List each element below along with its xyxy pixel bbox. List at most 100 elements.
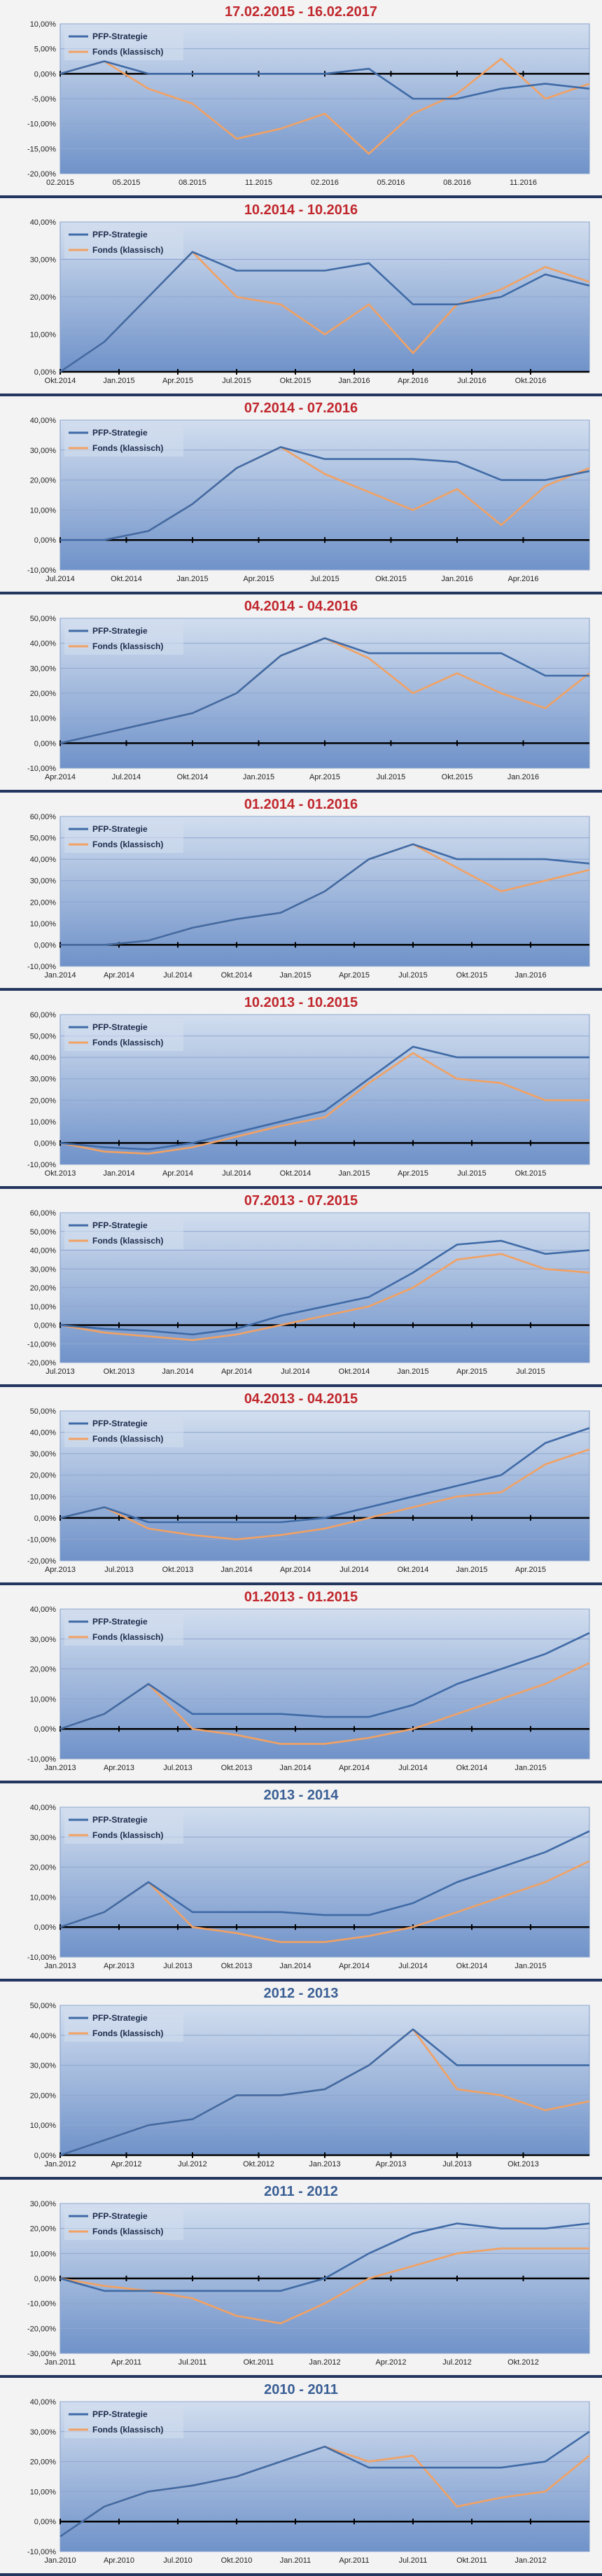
y-tick-label: 30,00% <box>30 1075 57 1084</box>
x-tick-label: Okt.2014 <box>45 377 76 385</box>
x-tick-label: Jul.2014 <box>281 1367 310 1376</box>
x-tick-label: Jul.2014 <box>163 971 192 980</box>
line-chart: 60,00% 50,00% 40,00% 30,00% 20,00% 10,00% 0,00… <box>27 813 590 980</box>
series-line-fonds <box>59 1052 589 1155</box>
x-tick-label: Jan.2012 <box>309 2358 340 2367</box>
x-tick-label: Okt.2015 <box>442 773 473 781</box>
y-tick-label: -10,00% <box>27 963 56 971</box>
y-tick-label: 0,00% <box>34 739 56 748</box>
chart-panel: 04.2014 - 04.2016 50,00% 40,00% 30,00% 20,00… <box>0 594 602 793</box>
y-tick-label: -15,00% <box>27 145 56 153</box>
y-tick-label: 5,00% <box>34 46 56 54</box>
y-tick-label: 10,00% <box>30 2122 57 2130</box>
x-tick-label: Apr.2014 <box>280 1566 311 1574</box>
legend-entry: PFP-Strategie <box>92 1815 148 1825</box>
y-tick-label: 0,00% <box>34 1923 56 1932</box>
y-tick-label: 30,00% <box>30 664 57 673</box>
x-tick-label: Apr.2012 <box>375 2358 406 2367</box>
y-tick-label: 60,00% <box>30 1209 57 1218</box>
y-tick-label: 30,00% <box>30 1450 57 1458</box>
y-tick-label: -10,00% <box>27 566 56 575</box>
x-tick-label: Jul.2014 <box>46 575 75 583</box>
legend-entry: Fonds (klassisch) <box>92 1434 163 1444</box>
chart-title: 04.2013 - 04.2015 <box>244 1391 358 1407</box>
series-line-pfp <box>59 2222 590 2292</box>
line-chart: 60,00% 50,00% 40,00% 30,00% 20,00% 10,00% 0,00… <box>27 1209 590 1376</box>
y-tick-label: 30,00% <box>30 447 57 455</box>
y-tick-label: -10,00% <box>27 2548 56 2556</box>
y-tick-label: 10,00% <box>30 1493 57 1501</box>
x-tick-label: Jul.2015 <box>516 1367 545 1376</box>
x-tick-label: Jan.2012 <box>514 2556 546 2565</box>
chart-panel: 07.2014 - 07.2016 40,00% 30,00% 20,00% 10,00… <box>0 396 602 594</box>
x-tick-label: Apr.2010 <box>104 2556 134 2565</box>
y-tick-label: 0,00% <box>34 368 56 377</box>
legend-entry: PFP-Strategie <box>92 1220 148 1230</box>
chart-panel: 01.2014 - 01.2016 60,00% 50,00% 40,00% 30,00… <box>0 793 602 991</box>
chart-panel: 10.2013 - 10.2015 60,00% 50,00% 40,00% 30,00… <box>0 991 602 1189</box>
y-tick-label: -10,00% <box>27 1954 56 1962</box>
legend-box <box>64 622 183 655</box>
x-tick-label: Jul.2013 <box>163 1962 192 1970</box>
series-line-fonds <box>59 1253 590 1342</box>
x-tick-label: 05.2015 <box>113 179 141 187</box>
chart-title: 17.02.2015 - 16.02.2017 <box>225 4 377 20</box>
chart-title: 2012 - 2013 <box>263 1986 339 2001</box>
y-tick-label: 10,00% <box>30 2250 57 2258</box>
legend-entry: PFP-Strategie <box>92 428 148 438</box>
y-tick-label: -20,00% <box>27 2325 56 2333</box>
series-line-pfp <box>59 60 590 100</box>
x-tick-label: 11.2015 <box>245 179 272 187</box>
x-tick-label: Jul.2013 <box>104 1566 134 1574</box>
x-tick-label: Okt.2014 <box>111 575 142 583</box>
x-tick-label: Jul.2014 <box>112 773 141 781</box>
series-line-pfp <box>59 251 590 373</box>
legend-box <box>64 2406 183 2438</box>
y-tick-label: 0,00% <box>34 941 56 949</box>
y-tick-label: 40,00% <box>30 2032 57 2040</box>
y-tick-label: 10,00% <box>30 1118 57 1127</box>
x-tick-label: Okt.2014 <box>177 773 209 781</box>
chart-panel: 10.2014 - 10.2016 40,00% 30,00% 20,00% 10,00… <box>0 198 602 396</box>
x-tick-label: Jan.2012 <box>44 2160 76 2168</box>
x-tick-label: Jan.2010 <box>44 2556 76 2565</box>
x-tick-label: Jan.2015 <box>338 1169 370 1178</box>
x-tick-label: Jul.2011 <box>399 2556 428 2565</box>
chart-panel: 07.2013 - 07.2015 60,00% 50,00% 40,00% 30,00… <box>0 1189 602 1387</box>
legend-entry: PFP-Strategie <box>92 32 148 41</box>
x-tick-label: Apr.2013 <box>104 1764 134 1772</box>
legend-box <box>64 2208 183 2240</box>
y-tick-label: -10,00% <box>27 1755 56 1764</box>
x-tick-label: Jul.2015 <box>457 1169 486 1178</box>
x-tick-label: Jul.2010 <box>163 2556 192 2565</box>
y-tick-label: 10,00% <box>30 1893 57 1902</box>
y-tick-label: 10,00% <box>30 715 57 723</box>
y-tick-label: 0,00% <box>34 536 56 545</box>
x-tick-label: 08.2016 <box>443 179 471 187</box>
series-line-pfp <box>59 2430 590 2537</box>
legend-entry: PFP-Strategie <box>92 626 148 636</box>
legend-entry: Fonds (klassisch) <box>92 641 163 651</box>
y-tick-label: -30,00% <box>27 2350 56 2358</box>
chart-title: 2010 - 2011 <box>264 2382 338 2397</box>
x-tick-label: Apr.2013 <box>375 2160 406 2168</box>
y-tick-label: -10,00% <box>27 1536 56 1544</box>
x-tick-label: Okt.2010 <box>221 2556 253 2565</box>
x-tick-label: Okt.2013 <box>507 2160 539 2168</box>
chart-panel: 2010 - 2011 40,00% 30,00% 20,00% 10,00% 0,00%… <box>0 2378 602 2576</box>
x-tick-label: Jan.2013 <box>44 1764 76 1772</box>
y-tick-label: 0,00% <box>34 2518 56 2526</box>
x-tick-label: Jul.2013 <box>46 1367 75 1376</box>
line-chart: 40,00% 30,00% 20,00% 10,00% 0,00%Okt.2014 Jan… <box>30 218 590 385</box>
legend-entry: PFP-Strategie <box>92 1022 148 1032</box>
x-tick-label: Okt.2011 <box>244 2358 274 2367</box>
x-tick-label: Jan.2016 <box>338 377 370 385</box>
y-tick-label: 40,00% <box>30 856 57 864</box>
y-tick-label: 40,00% <box>30 1247 57 1255</box>
line-chart: 40,00%30,00%20,00%10,00%0,00%-10,00%Jan.… <box>27 2398 590 2565</box>
x-tick-label: Apr.2015 <box>309 773 340 781</box>
y-tick-label: 0,00% <box>34 2152 56 2160</box>
x-tick-label: Okt.2014 <box>456 1962 488 1970</box>
chart-title: 2011 - 2012 <box>264 2184 338 2199</box>
x-tick-label: Okt.2013 <box>162 1566 194 1574</box>
